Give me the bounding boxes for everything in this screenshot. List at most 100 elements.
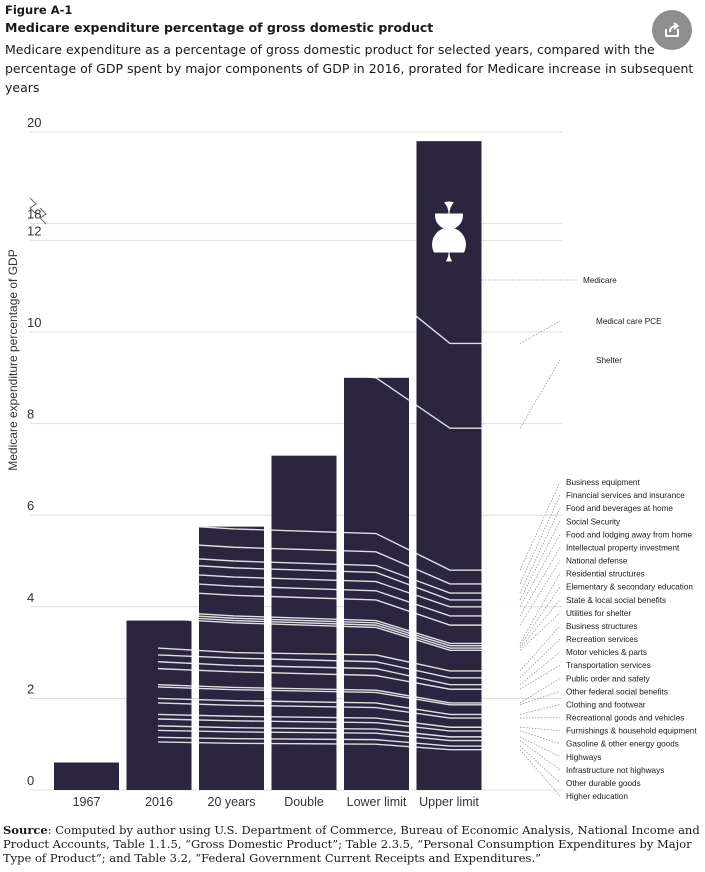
component-lines xyxy=(157,251,520,751)
series-label: Motor vehicles & parts xyxy=(566,648,647,657)
callout-line xyxy=(519,749,561,797)
source-note: Source: Computed by author using U.S. De… xyxy=(3,823,703,865)
callout-line xyxy=(519,494,561,585)
callout-line xyxy=(519,736,561,758)
callout-line xyxy=(519,573,561,644)
callout-line xyxy=(519,481,561,571)
callout-line xyxy=(519,625,561,672)
series-label: Business structures xyxy=(566,622,637,631)
medicare-label: Medicare xyxy=(583,276,617,285)
series-label: Furnishings & household equipment xyxy=(566,727,697,736)
component-line xyxy=(157,736,520,747)
y-tick-label: 20 xyxy=(27,115,41,130)
callout-line xyxy=(519,521,561,601)
callout-line xyxy=(519,612,561,651)
y-tick-label: 8 xyxy=(27,407,34,422)
bar xyxy=(126,620,192,790)
callout-line xyxy=(519,664,561,690)
series-label: Utilities for shelter xyxy=(566,609,631,618)
series-label: Medical care PCE xyxy=(596,317,662,326)
component-line xyxy=(157,562,520,601)
figure-label: Figure A-1 xyxy=(5,3,73,17)
x-tick-label: Lower limit xyxy=(347,795,407,809)
y-axis-label: Medicare expenditure percentage of GDP xyxy=(6,249,20,470)
share-button[interactable] xyxy=(652,10,692,50)
bar-break-notch xyxy=(416,252,449,269)
series-label: Food and beverages at home xyxy=(566,504,673,513)
component-line xyxy=(157,661,520,686)
component-line xyxy=(157,580,520,617)
component-line xyxy=(157,667,520,690)
component-line xyxy=(157,612,520,647)
component-line xyxy=(157,351,520,429)
bar-break-notch xyxy=(449,252,482,269)
x-tick-labels: 1967 2016 20 years Double Lower limit Upper l… xyxy=(73,795,480,809)
callout-line xyxy=(519,740,561,771)
callout-line xyxy=(519,730,561,745)
component-line xyxy=(157,686,520,706)
callouts: Medical care PCE Shelter Business equipmen… xyxy=(482,276,697,801)
series-label: Other federal social benefits xyxy=(566,687,668,696)
component-line xyxy=(157,617,520,652)
callout-line xyxy=(519,677,561,704)
component-line xyxy=(157,523,520,571)
bar xyxy=(344,377,409,790)
bar-break-notch xyxy=(416,197,449,214)
chart-subtitle: Medicare expenditure as a percentage of … xyxy=(5,42,694,95)
y-tick-label: 2 xyxy=(27,681,34,696)
y-tick-label: 10 xyxy=(27,315,41,330)
series-label: Shelter xyxy=(596,356,622,365)
x-tick-label: 2016 xyxy=(145,795,173,809)
bars xyxy=(54,141,482,790)
component-line xyxy=(157,654,520,679)
callout-line xyxy=(519,717,561,719)
component-line xyxy=(157,647,520,672)
bar-break-notch xyxy=(449,197,482,214)
series-label: Other durable goods xyxy=(566,779,641,788)
share-icon xyxy=(665,22,680,37)
series-label: National defense xyxy=(566,557,628,566)
component-line xyxy=(157,741,520,751)
series-label: Public order and safety xyxy=(566,674,651,683)
series-label: Transportation services xyxy=(566,661,651,670)
component-line xyxy=(157,251,520,345)
x-tick-label: Double xyxy=(284,795,324,809)
callout-line xyxy=(519,745,561,784)
component-line xyxy=(157,718,520,732)
component-line xyxy=(157,541,520,585)
callout-line xyxy=(519,507,561,594)
series-label: Social Security xyxy=(566,517,621,526)
component-line xyxy=(157,683,520,704)
series-label: Higher education xyxy=(566,792,628,801)
series-label: Elementary & secondary education xyxy=(566,583,693,592)
source-label: Source xyxy=(3,823,48,837)
callout-line xyxy=(519,726,561,731)
series-label: Infrastructure not highways xyxy=(566,766,664,775)
component-line xyxy=(157,729,520,742)
callout-line xyxy=(519,359,561,429)
bar xyxy=(54,762,119,790)
axis-break-mark xyxy=(29,197,47,225)
source-text: : Computed by author using U.S. Departme… xyxy=(3,823,700,865)
series-label: Highways xyxy=(566,753,602,762)
series-label: Financial services and insurance xyxy=(566,491,685,500)
component-line xyxy=(157,615,520,649)
chart-title: Medicare expenditure percentage of gross… xyxy=(5,20,434,35)
component-line xyxy=(157,590,520,626)
component-line xyxy=(157,571,520,608)
component-line xyxy=(157,725,520,738)
callout-line xyxy=(519,599,561,649)
series-label: Business equipment xyxy=(566,478,640,487)
y-tick-label: 18 xyxy=(27,207,41,222)
component-line xyxy=(157,610,520,645)
axis-break-mark-path xyxy=(29,197,47,225)
series-label: Food and lodging away from home xyxy=(566,530,693,539)
component-line xyxy=(157,555,520,594)
series-label: State & local social benefits xyxy=(566,596,666,605)
x-tick-label: Upper limit xyxy=(419,795,479,809)
series-label: Clothing and footwear xyxy=(566,700,646,709)
callout-line xyxy=(519,560,561,626)
y-tick-label: 12 xyxy=(27,223,41,238)
